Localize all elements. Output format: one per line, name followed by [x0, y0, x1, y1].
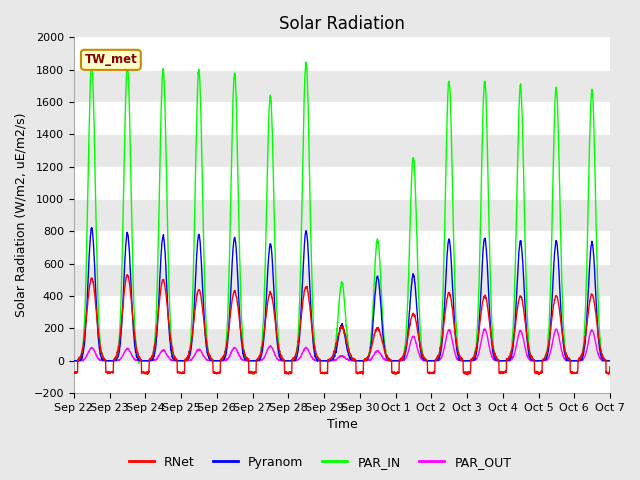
RNet: [369, 338, 377, 344]
PAR_IN: [574, 358, 582, 363]
PAR_OUT: [606, 358, 614, 364]
Bar: [74, 231, 610, 264]
Pyranom: [220, 357, 227, 363]
Bar: [74, 199, 610, 231]
Pyranom: [70, 358, 77, 364]
Text: TW_met: TW_met: [84, 53, 137, 66]
Legend: RNet, Pyranom, PAR_IN, PAR_OUT: RNet, Pyranom, PAR_IN, PAR_OUT: [124, 451, 516, 474]
X-axis label: Time: Time: [326, 419, 357, 432]
PAR_IN: [88, 59, 95, 65]
Line: Pyranom: Pyranom: [74, 228, 610, 361]
Y-axis label: Solar Radiation (W/m2, uE/m2/s): Solar Radiation (W/m2, uE/m2/s): [15, 113, 28, 317]
Line: RNet: RNet: [74, 275, 610, 375]
RNet: [124, 272, 131, 278]
PAR_OUT: [481, 326, 488, 332]
Bar: [74, 328, 610, 361]
Bar: [74, 264, 610, 296]
PAR_IN: [135, 360, 143, 366]
PAR_IN: [358, 358, 365, 364]
PAR_OUT: [220, 358, 227, 363]
PAR_IN: [369, 300, 377, 306]
RNet: [606, 364, 614, 370]
PAR_OUT: [559, 351, 566, 357]
Pyranom: [559, 337, 567, 343]
RNet: [498, 370, 506, 376]
Line: PAR_IN: PAR_IN: [74, 62, 610, 363]
Bar: [74, 361, 610, 393]
RNet: [220, 353, 227, 359]
PAR_IN: [220, 355, 228, 360]
PAR_IN: [606, 358, 614, 364]
Bar: [74, 167, 610, 199]
Title: Solar Radiation: Solar Radiation: [279, 15, 405, 33]
RNet: [464, 372, 472, 378]
Bar: [74, 70, 610, 102]
Pyranom: [369, 318, 377, 324]
Pyranom: [498, 358, 506, 364]
PAR_OUT: [70, 358, 77, 364]
PAR_OUT: [573, 358, 581, 364]
Pyranom: [358, 358, 365, 364]
RNet: [70, 370, 77, 376]
PAR_OUT: [498, 358, 506, 364]
RNet: [559, 335, 567, 341]
Bar: [74, 37, 610, 70]
PAR_OUT: [369, 354, 376, 360]
Line: PAR_OUT: PAR_OUT: [74, 329, 610, 361]
RNet: [574, 368, 582, 373]
PAR_IN: [498, 358, 506, 364]
PAR_IN: [70, 358, 77, 364]
PAR_OUT: [598, 358, 606, 364]
Bar: [74, 296, 610, 328]
Bar: [74, 134, 610, 167]
RNet: [358, 370, 365, 376]
PAR_OUT: [357, 358, 365, 364]
PAR_IN: [559, 310, 567, 315]
Pyranom: [606, 358, 614, 364]
Pyranom: [314, 359, 321, 364]
Bar: [74, 102, 610, 134]
Pyranom: [88, 225, 96, 231]
Pyranom: [574, 358, 582, 364]
